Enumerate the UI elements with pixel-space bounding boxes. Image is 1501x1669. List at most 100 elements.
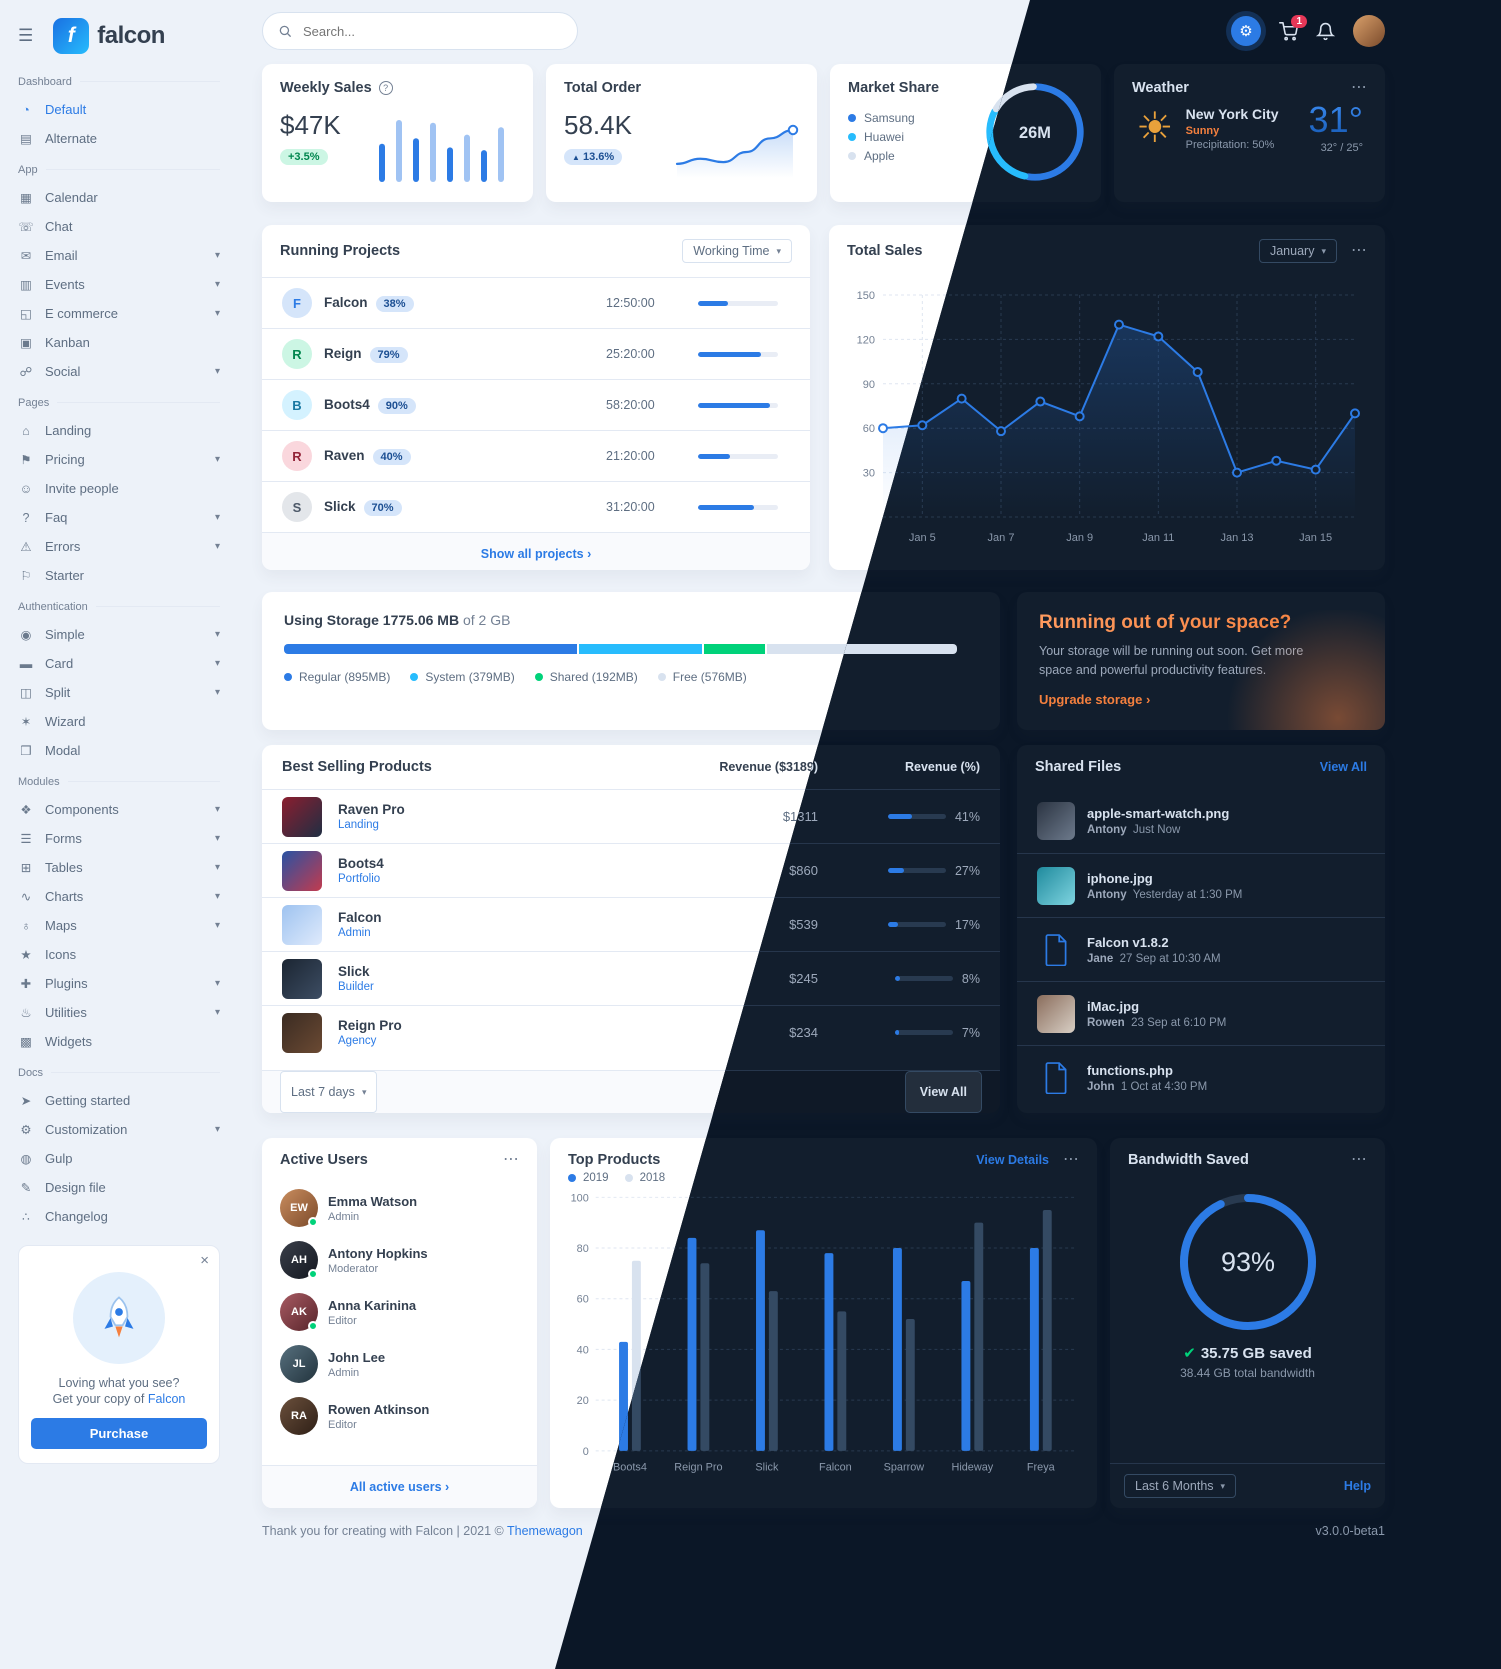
project-name-link[interactable]: Reign bbox=[324, 345, 362, 361]
bandwidth-saved: ✔35.75 GB saved bbox=[1183, 1345, 1312, 1362]
sidebar-item-faq[interactable]: ? Faq ▾ bbox=[18, 503, 220, 532]
sidebar-item-chat[interactable]: ☏ Chat bbox=[18, 212, 220, 241]
settings-gear-icon[interactable]: ⚙ bbox=[1231, 16, 1261, 46]
falcon-logo[interactable]: f falcon bbox=[53, 18, 165, 54]
project-name-link[interactable]: Raven bbox=[324, 447, 365, 463]
notifications-bell-icon[interactable] bbox=[1316, 22, 1335, 41]
period-select[interactable]: Last 7 days▾ bbox=[280, 1071, 378, 1113]
sidebar-item-email[interactable]: ✉ Email ▾ bbox=[18, 241, 220, 270]
product-name-link[interactable]: Raven Pro bbox=[338, 802, 405, 817]
cart-icon[interactable]: 1 bbox=[1279, 14, 1307, 41]
themewagon-link[interactable]: Themewagon bbox=[507, 1524, 583, 1538]
sidebar-item-utilities[interactable]: ♨ Utilities ▾ bbox=[18, 998, 220, 1027]
file-name-link[interactable]: iMac.jpg bbox=[1087, 998, 1140, 1014]
sidebar-item-errors[interactable]: ⚠ Errors ▾ bbox=[18, 532, 220, 561]
upgrade-storage-link[interactable]: Upgrade storage › bbox=[1039, 691, 1151, 707]
product-name-link[interactable]: Slick bbox=[338, 964, 370, 979]
sidebar-item-pricing[interactable]: ⚑ Pricing ▾ bbox=[18, 445, 220, 474]
sidebar-item-charts[interactable]: ∿ Charts ▾ bbox=[18, 882, 220, 911]
more-menu-icon[interactable]: ⋯ bbox=[503, 1151, 519, 1168]
chart-legend-item[interactable]: 2018 bbox=[624, 1172, 665, 1184]
product-category-link[interactable]: Portfolio bbox=[338, 873, 381, 885]
sidebar-item-simple[interactable]: ◉ Simple ▾ bbox=[18, 620, 220, 649]
user-name-link[interactable]: Anna Karinina bbox=[328, 1297, 417, 1313]
sidebar-item-events[interactable]: ▥ Events ▾ bbox=[18, 270, 220, 299]
user-avatar[interactable] bbox=[1353, 15, 1385, 47]
more-menu-icon[interactable]: ⋯ bbox=[1351, 1151, 1367, 1168]
more-menu-icon[interactable]: ⋯ bbox=[1351, 242, 1367, 259]
sidebar-item-getting-started[interactable]: ➤ Getting started bbox=[18, 1086, 220, 1115]
sidebar-item-card[interactable]: ▬ Card ▾ bbox=[18, 649, 220, 678]
product-category-link[interactable]: Builder bbox=[338, 981, 374, 993]
product-category-link[interactable]: Admin bbox=[338, 927, 371, 939]
user-name-link[interactable]: Rowen Atkinson bbox=[328, 1401, 430, 1417]
file-name-link[interactable]: apple-smart-watch.png bbox=[1087, 806, 1230, 821]
sidebar-item-kanban[interactable]: ▣ Kanban bbox=[18, 328, 220, 357]
sidebar-item-invite-people[interactable]: ☺ Invite people bbox=[18, 474, 220, 503]
project-name-link[interactable]: Slick bbox=[324, 498, 356, 514]
shared-files-view-all-link[interactable]: View All bbox=[1319, 760, 1367, 774]
svg-text:Jan 13: Jan 13 bbox=[1220, 532, 1253, 544]
sidebar-item-gulp[interactable]: ◍ Gulp bbox=[18, 1144, 220, 1173]
sidebar-item-components[interactable]: ❖ Components ▾ bbox=[18, 795, 220, 824]
more-menu-icon[interactable]: ⋯ bbox=[1063, 1151, 1079, 1168]
months-select[interactable]: Last 6 Months▾ bbox=[1124, 1474, 1237, 1498]
menu-toggle-icon[interactable]: ☰ bbox=[18, 26, 34, 45]
search-box[interactable] bbox=[262, 12, 578, 50]
file-name-link[interactable]: Falcon v1.8.2 bbox=[1087, 934, 1169, 950]
project-name-link[interactable]: Falcon bbox=[324, 294, 368, 310]
sidebar-item-plugins[interactable]: ✚ Plugins ▾ bbox=[18, 969, 220, 998]
project-progress-bar bbox=[698, 504, 778, 510]
sidebar-item-label: Modal bbox=[45, 743, 81, 758]
user-name-link[interactable]: John Lee bbox=[328, 1349, 386, 1365]
svg-text:Hideway: Hideway bbox=[951, 1462, 993, 1474]
sidebar-item-split[interactable]: ◫ Split ▾ bbox=[18, 678, 220, 707]
view-details-link[interactable]: View Details bbox=[976, 1153, 1049, 1167]
sidebar-item-widgets[interactable]: ▩ Widgets bbox=[18, 1027, 220, 1056]
product-name-link[interactable]: Boots4 bbox=[338, 856, 384, 871]
file-name-link[interactable]: functions.php bbox=[1087, 1062, 1173, 1078]
view-all-button[interactable]: View All bbox=[904, 1071, 982, 1113]
product-category-link[interactable]: Agency bbox=[338, 1035, 377, 1047]
sidebar-item-changelog[interactable]: ∴ Changelog bbox=[18, 1202, 220, 1231]
show-all-projects-link[interactable]: Show all projects › bbox=[480, 547, 592, 561]
project-avatar: R bbox=[282, 441, 312, 471]
sidebar-item-alternate[interactable]: ▤ Alternate bbox=[18, 124, 220, 153]
sidebar-item-calendar[interactable]: ▦ Calendar bbox=[18, 183, 220, 212]
purchase-button[interactable]: Purchase bbox=[31, 1418, 207, 1449]
working-time-select[interactable]: Working Time▾ bbox=[682, 239, 792, 263]
sidebar-item-maps[interactable]: ♁ Maps ▾ bbox=[18, 911, 220, 940]
sidebar-item-design-file[interactable]: ✎ Design file bbox=[18, 1173, 220, 1202]
sidebar-item-landing[interactable]: ⌂ Landing bbox=[18, 416, 220, 445]
search-input[interactable] bbox=[301, 22, 562, 40]
chart-legend-item[interactable]: 2019 bbox=[568, 1172, 609, 1184]
chevron-down-icon: ▾ bbox=[214, 804, 220, 815]
svg-text:30: 30 bbox=[863, 468, 875, 480]
project-name-link[interactable]: Boots4 bbox=[324, 396, 370, 412]
legend-dot bbox=[848, 151, 856, 160]
sidebar-item-default[interactable]: ◔ Default bbox=[18, 95, 220, 124]
sidebar-item-tables[interactable]: ⊞ Tables ▾ bbox=[18, 853, 220, 882]
product-name-link[interactable]: Reign Pro bbox=[338, 1018, 402, 1033]
product-name-link[interactable]: Falcon bbox=[338, 910, 382, 925]
sidebar-item-label: Icons bbox=[45, 947, 77, 962]
product-category-link[interactable]: Landing bbox=[338, 819, 379, 831]
all-active-users-link[interactable]: All active users › bbox=[349, 1480, 450, 1494]
sidebar-item-customization[interactable]: ⚙ Customization ▾ bbox=[18, 1115, 220, 1144]
close-icon[interactable]: × bbox=[200, 1252, 209, 1269]
promo-falcon-link[interactable]: Falcon bbox=[147, 1392, 186, 1406]
info-icon[interactable]: ? bbox=[378, 81, 393, 95]
sidebar-item-icons[interactable]: ★ Icons bbox=[18, 940, 220, 969]
help-link[interactable]: Help bbox=[1343, 1479, 1371, 1493]
month-select[interactable]: January▾ bbox=[1258, 239, 1337, 263]
sidebar-item-social[interactable]: ☍ Social ▾ bbox=[18, 357, 220, 386]
sidebar-item-wizard[interactable]: ✶ Wizard bbox=[18, 707, 220, 736]
user-name-link[interactable]: Emma Watson bbox=[328, 1193, 418, 1209]
sidebar-item-e-commerce[interactable]: ◱ E commerce ▾ bbox=[18, 299, 220, 328]
more-menu-icon[interactable]: ⋯ bbox=[1351, 79, 1367, 96]
user-name-link[interactable]: Antony Hopkins bbox=[328, 1245, 428, 1261]
sidebar-item-modal[interactable]: ❒ Modal bbox=[18, 736, 220, 765]
sidebar-item-starter[interactable]: ⚐ Starter bbox=[18, 561, 220, 590]
sidebar-item-forms[interactable]: ☰ Forms ▾ bbox=[18, 824, 220, 853]
file-name-link[interactable]: iphone.jpg bbox=[1087, 870, 1153, 886]
